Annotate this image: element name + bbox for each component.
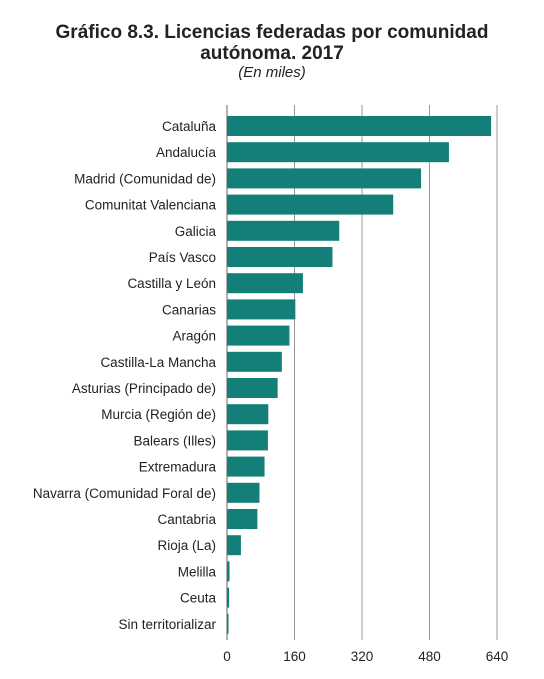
category-label: Cantabria: [157, 512, 216, 527]
category-label: Madrid (Comunidad de): [74, 171, 216, 186]
category-label: Comunitat Valenciana: [85, 198, 217, 213]
bar: [227, 273, 303, 294]
bar: [227, 116, 492, 136]
bar: [227, 613, 229, 634]
bar: [227, 194, 394, 215]
bar: [227, 430, 268, 451]
category-label: Rioja (La): [157, 538, 216, 553]
bar: [227, 561, 230, 582]
x-tick-label: 320: [351, 649, 374, 664]
bar: [227, 509, 258, 529]
bar: [227, 482, 260, 503]
bar: [227, 142, 449, 163]
x-tick-label: 640: [486, 649, 509, 664]
bar: [227, 404, 269, 425]
bar: [227, 220, 340, 241]
bar: [227, 351, 282, 372]
bars: [227, 116, 492, 634]
bar: [227, 535, 241, 556]
bar: [227, 247, 333, 267]
bar: [227, 168, 422, 189]
category-label: Ceuta: [180, 591, 217, 606]
x-axis-ticks: 0 160 320 480 640: [223, 649, 508, 664]
category-label: Sin territorializar: [118, 617, 216, 632]
category-label: Castilla-La Mancha: [100, 355, 216, 370]
category-label: Cataluña: [162, 119, 217, 134]
chart-title-line-1: Gráfico 8.3. Licencias federadas por com…: [55, 22, 489, 43]
category-label: Andalucía: [156, 145, 217, 160]
category-label: Asturias (Principado de): [72, 381, 216, 396]
category-label: Extremadura: [139, 460, 217, 475]
chart-subtitle: (En miles): [238, 64, 306, 81]
category-label: Navarra (Comunidad Foral de): [33, 486, 216, 501]
bar: [227, 299, 296, 320]
x-tick-label: 160: [283, 649, 306, 664]
category-label: Melilla: [178, 564, 217, 579]
chart-title-line-2: autónoma. 2017: [200, 43, 344, 64]
category-label: Canarias: [162, 302, 216, 317]
bar: [227, 378, 278, 398]
x-tick-label: 480: [418, 649, 441, 664]
category-label: País Vasco: [149, 250, 216, 265]
bar: [227, 456, 265, 477]
category-label: Aragón: [172, 329, 216, 344]
x-tick-label: 0: [223, 649, 231, 664]
category-label: Castilla y León: [127, 276, 216, 291]
category-labels: Cataluña Andalucía Madrid (Comunidad de) Co…: [33, 119, 217, 632]
bar: [227, 325, 290, 346]
category-label: Murcia (Región de): [101, 407, 216, 422]
category-label: Galicia: [175, 224, 217, 239]
category-label: Balears (Illes): [133, 433, 216, 448]
bar: [227, 587, 230, 608]
